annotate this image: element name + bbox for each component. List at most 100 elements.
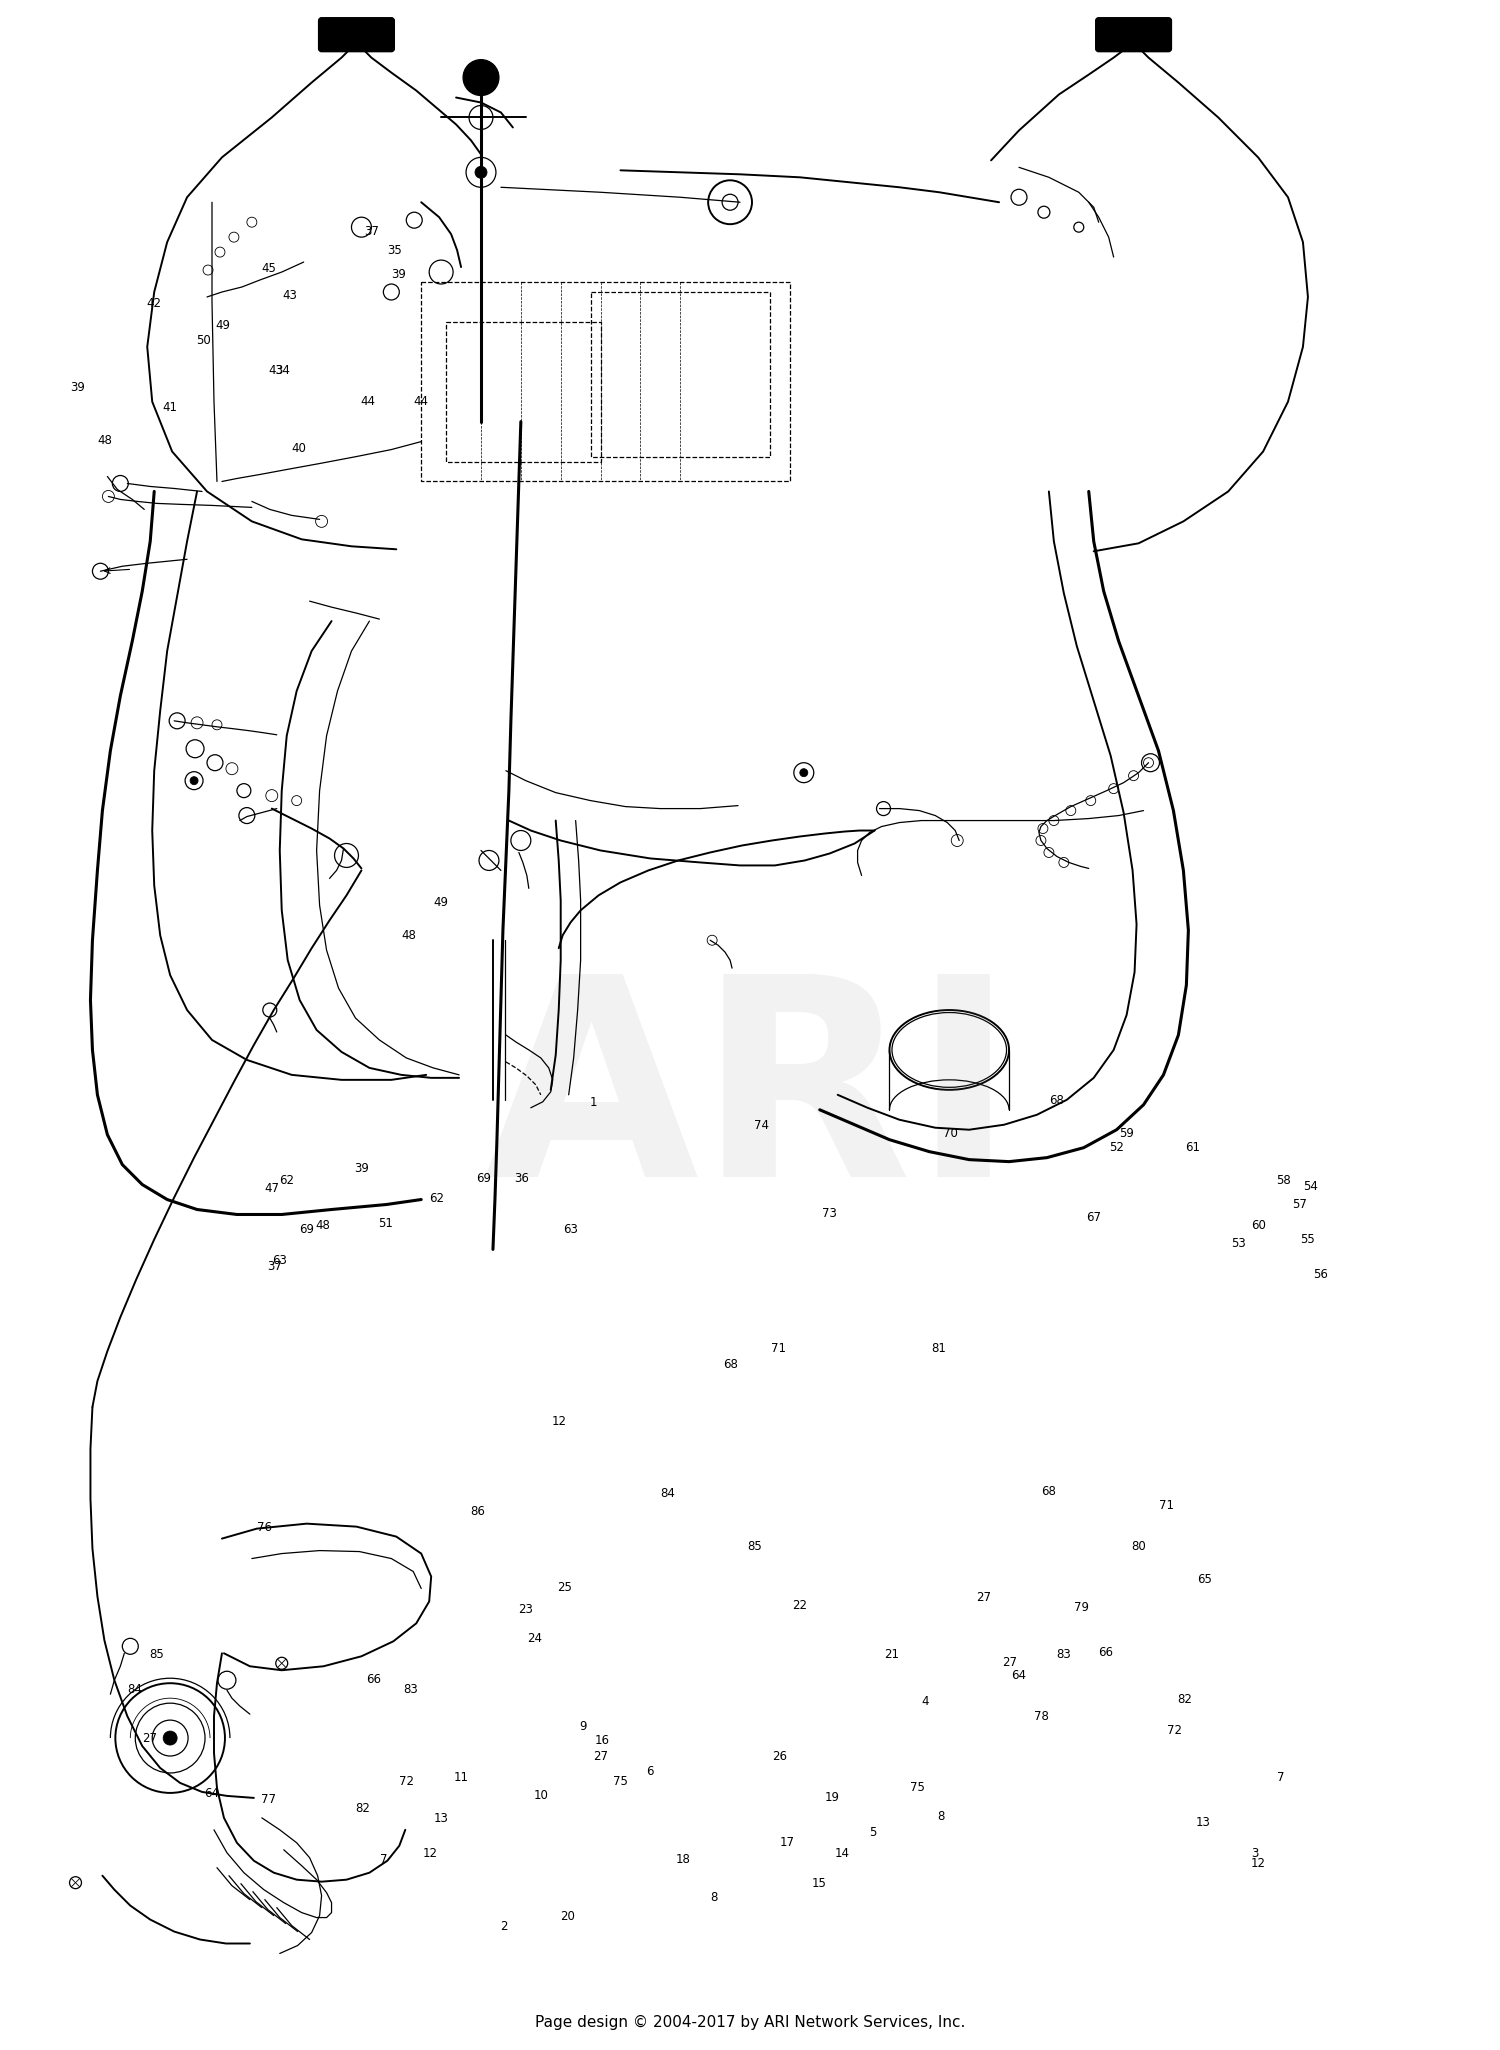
Text: 85: 85: [747, 1540, 762, 1552]
Text: 60: 60: [1251, 1220, 1266, 1232]
Text: 83: 83: [404, 1683, 418, 1695]
Text: 47: 47: [264, 1183, 279, 1195]
Text: 2: 2: [500, 1921, 507, 1933]
Text: 57: 57: [1293, 1199, 1308, 1212]
Text: 3: 3: [1251, 1847, 1258, 1859]
Text: 39: 39: [354, 1162, 369, 1175]
Text: 74: 74: [754, 1119, 770, 1132]
Text: 65: 65: [1197, 1572, 1212, 1585]
Text: 10: 10: [534, 1790, 548, 1802]
Text: 8: 8: [711, 1892, 718, 1904]
Text: 40: 40: [291, 443, 306, 455]
Text: 37: 37: [267, 1261, 282, 1273]
Text: 4: 4: [921, 1695, 928, 1708]
Text: 66: 66: [366, 1673, 381, 1685]
Text: 39: 39: [392, 269, 406, 281]
Text: 41: 41: [162, 402, 177, 414]
Text: 53: 53: [1232, 1238, 1246, 1250]
Text: 45: 45: [261, 262, 276, 275]
Text: 55: 55: [1300, 1234, 1316, 1246]
Text: 12: 12: [1251, 1857, 1266, 1870]
Text: 64: 64: [204, 1788, 219, 1800]
Text: 75: 75: [910, 1781, 926, 1794]
Text: 54: 54: [1304, 1181, 1318, 1193]
Bar: [446, 322, 600, 461]
Text: 72: 72: [399, 1775, 414, 1788]
Text: 6: 6: [646, 1765, 654, 1777]
Text: 20: 20: [560, 1911, 574, 1923]
Text: 85: 85: [150, 1648, 164, 1660]
Text: 14: 14: [836, 1847, 850, 1859]
Text: 42: 42: [146, 297, 160, 310]
Text: 48: 48: [315, 1220, 330, 1232]
Text: 84: 84: [128, 1683, 141, 1695]
Text: 67: 67: [1086, 1212, 1101, 1224]
Text: 48: 48: [98, 435, 112, 447]
Text: 27: 27: [592, 1751, 608, 1763]
Text: 62: 62: [429, 1193, 444, 1205]
Text: 12: 12: [550, 1414, 566, 1429]
Text: Page design © 2004-2017 by ARI Network Services, Inc.: Page design © 2004-2017 by ARI Network S…: [536, 2015, 964, 2029]
Text: 78: 78: [1034, 1710, 1048, 1722]
Text: 27: 27: [1002, 1656, 1017, 1669]
Text: 73: 73: [822, 1207, 837, 1220]
Text: 24: 24: [528, 1632, 543, 1644]
Text: 63: 63: [272, 1255, 286, 1267]
Text: 27: 27: [141, 1732, 156, 1745]
Text: 49: 49: [214, 320, 230, 332]
Text: 63: 63: [562, 1224, 578, 1236]
Text: 5: 5: [868, 1827, 876, 1839]
Text: 17: 17: [780, 1837, 795, 1849]
Text: 7: 7: [1276, 1771, 1284, 1784]
Text: 35: 35: [387, 244, 402, 256]
Text: 76: 76: [256, 1521, 272, 1535]
Text: 75: 75: [612, 1775, 627, 1788]
Text: 25: 25: [558, 1581, 572, 1593]
Circle shape: [464, 59, 500, 96]
Text: 82: 82: [356, 1802, 370, 1814]
Bar: [591, 291, 770, 457]
Text: 83: 83: [1056, 1648, 1071, 1660]
Text: 18: 18: [675, 1853, 690, 1866]
Text: 69: 69: [477, 1173, 492, 1185]
Text: 12: 12: [423, 1847, 438, 1859]
Text: 82: 82: [1178, 1693, 1192, 1706]
Circle shape: [190, 777, 198, 785]
Text: 43: 43: [268, 365, 284, 377]
Text: 68: 68: [723, 1357, 738, 1371]
Bar: [422, 283, 790, 482]
Text: 62: 62: [279, 1175, 294, 1187]
Text: 44: 44: [414, 396, 429, 408]
Text: 52: 52: [1108, 1142, 1124, 1154]
Text: 50: 50: [195, 334, 210, 346]
Text: 56: 56: [1314, 1267, 1329, 1281]
Text: 39: 39: [70, 381, 86, 394]
Text: 86: 86: [471, 1505, 486, 1519]
Text: 71: 71: [771, 1341, 786, 1355]
Text: 36: 36: [514, 1173, 529, 1185]
Text: 49: 49: [433, 896, 448, 908]
Text: 70: 70: [944, 1128, 957, 1140]
Text: 7: 7: [380, 1853, 387, 1866]
Text: 21: 21: [885, 1648, 900, 1660]
Circle shape: [800, 769, 808, 777]
Text: 26: 26: [772, 1751, 788, 1763]
Text: 13: 13: [433, 1812, 448, 1824]
Text: 37: 37: [364, 226, 380, 238]
FancyBboxPatch shape: [1095, 18, 1172, 51]
Text: 80: 80: [1131, 1540, 1146, 1552]
Text: 68: 68: [1041, 1484, 1056, 1499]
Text: 16: 16: [594, 1734, 609, 1747]
Text: 81: 81: [932, 1341, 945, 1355]
Text: ARI: ARI: [484, 966, 1016, 1234]
Text: 13: 13: [1196, 1816, 1210, 1829]
Text: 8: 8: [938, 1810, 945, 1822]
Text: 69: 69: [298, 1224, 314, 1236]
Text: 79: 79: [1074, 1601, 1089, 1613]
Text: 71: 71: [1160, 1499, 1174, 1513]
Circle shape: [164, 1730, 177, 1745]
Text: 77: 77: [261, 1794, 276, 1806]
Text: 11: 11: [454, 1771, 470, 1784]
Text: 1: 1: [590, 1097, 597, 1109]
Text: 48: 48: [402, 929, 417, 941]
